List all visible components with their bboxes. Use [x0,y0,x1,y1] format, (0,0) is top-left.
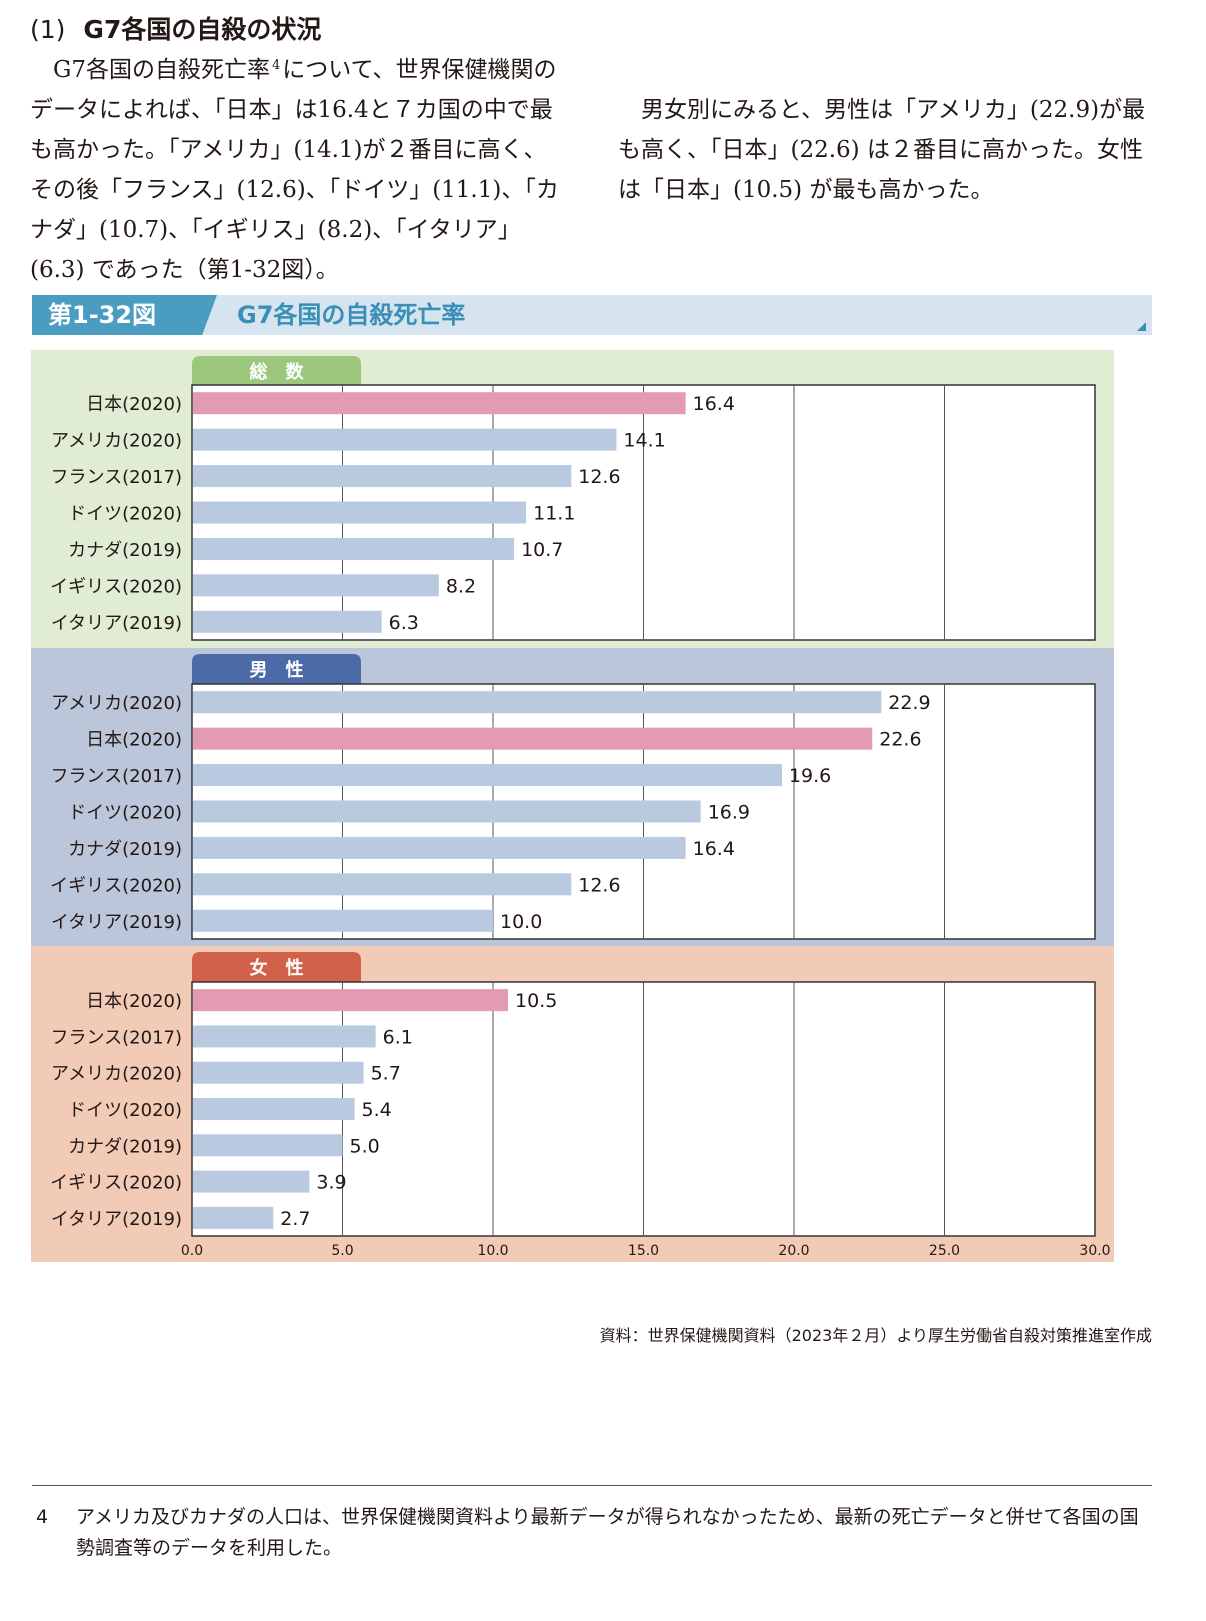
data-label: 12.6 [578,874,620,896]
x-tick-label: 10.0 [477,1243,508,1259]
data-label: 11.1 [533,503,575,525]
category-label: ドイツ(2020) [68,1100,182,1121]
category-label: ドイツ(2020) [68,504,182,525]
panel-tab [192,952,361,982]
bar [193,764,782,787]
panel-tab [192,654,361,684]
category-label: 日本(2020) [86,730,182,751]
category-label: イギリス(2020) [50,875,182,896]
section-title: G7各国の自殺の状況 [83,15,322,44]
footnote-number: 4 [36,1506,49,1528]
category-label: イギリス(2020) [50,1173,182,1194]
panel-tab-label: 男 性 [250,659,304,681]
bar [193,989,509,1012]
figure-title: G7各国の自殺死亡率 [237,301,466,329]
category-label: アメリカ(2020) [51,693,182,714]
data-label: 16.4 [693,838,735,860]
x-tick-label: 15.0 [628,1243,659,1259]
bar [193,574,439,597]
category-label: アメリカ(2020) [51,1064,182,1085]
category-label: イタリア(2019) [51,1209,182,1230]
data-label: 2.7 [280,1208,310,1230]
corner-triangle-icon [1137,322,1146,331]
text-column-right: 男女別にみると、男性は「アメリカ」(22.9)が最も高く、「日本」(22.6) … [618,10,1158,210]
bar [193,537,515,560]
footnote-text: アメリカ及びカナダの人口は、世界保健機関資料より最新データが得られなかったため、… [76,1506,1139,1559]
paragraph-1: G7各国の自殺死亡率 4について、世界保健機関のデータによれば、「日本」は16.4… [30,50,565,290]
data-label: 22.9 [888,692,930,714]
text-column-left: (1) G7各国の自殺の状況 G7各国の自殺死亡率 4について、世界保健機関のデータ… [30,10,565,290]
section-number: (1) [30,15,66,44]
bar [193,1170,310,1193]
data-label: 10.5 [515,990,557,1012]
data-label: 5.4 [362,1099,392,1121]
panel-tab [192,356,361,386]
category-label: アメリカ(2020) [51,431,182,452]
bar [193,909,493,932]
bar [193,691,882,714]
footnote-ref[interactable]: 4 [272,58,281,73]
data-label: 3.9 [316,1172,346,1194]
footnote-divider [32,1485,1152,1486]
data-label: 8.2 [446,575,476,597]
data-label: 16.9 [708,802,750,824]
category-label: イタリア(2019) [51,613,182,634]
data-label: 5.7 [371,1063,401,1085]
bar [193,873,572,896]
category-label: カナダ(2019) [68,1136,182,1157]
paragraph-1-rest: について、世界保健機関のデータによれば、「日本」は16.4と７カ国の中で最も高か… [30,57,559,283]
x-tick-label: 0.0 [181,1243,203,1259]
data-label: 19.6 [789,765,831,787]
x-tick-label: 5.0 [331,1243,353,1259]
paragraph-2: 男女別にみると、男性は「アメリカ」(22.9)が最も高く、「日本」(22.6) … [618,97,1146,203]
bar [193,800,701,823]
figure-number: 第1-32図 [48,301,157,329]
bar [193,1206,274,1229]
figure-title-bar: 第1-32図 G7各国の自殺死亡率 [32,295,1152,335]
category-label: フランス(2017) [51,1027,183,1048]
bar [193,1061,364,1084]
bar [193,392,686,415]
panel-tab-label: 総 数 [250,361,305,383]
figure-number-box [32,295,217,335]
bar [193,428,617,451]
category-label: カナダ(2019) [68,540,182,561]
category-label: ドイツ(2020) [68,803,182,824]
data-label: 16.4 [693,393,735,415]
x-tick-label: 20.0 [778,1243,809,1259]
data-label: 22.6 [879,729,921,751]
bar [193,1098,355,1120]
footnote: 4 アメリカ及びカナダの人口は、世界保健機関資料より最新データが得られなかったた… [36,1502,1156,1564]
data-label: 6.1 [383,1026,413,1048]
category-label: フランス(2017) [51,467,183,488]
x-tick-label: 25.0 [929,1243,960,1259]
bar [193,1134,343,1157]
data-label: 6.3 [389,612,419,634]
data-label: 10.0 [500,911,542,933]
data-label: 5.0 [350,1135,380,1157]
category-label: 日本(2020) [86,991,182,1012]
category-label: フランス(2017) [51,766,183,787]
bar [193,501,527,524]
bar [193,727,873,750]
category-label: イタリア(2019) [51,912,182,933]
data-label: 10.7 [521,539,563,561]
category-label: カナダ(2019) [68,839,182,860]
bar [193,836,686,859]
bar-chart: 総 数 16.4 日本(2020) 14.1 アメリカ(2020) 12.6 フランス(20… [31,350,1114,1262]
bar [193,610,382,633]
paragraph-1-start: G7各国の自殺死亡率 [53,57,271,83]
panel-tab-label: 女 性 [250,957,304,979]
x-tick-label: 30.0 [1079,1243,1110,1259]
bar [193,465,572,488]
category-label: イギリス(2020) [50,576,182,597]
data-label: 14.1 [623,430,665,452]
category-label: 日本(2020) [86,394,182,415]
source-note: 資料：世界保健機関資料（2023年２月）より厚生労働省自殺対策推進室作成 [599,1326,1152,1345]
section-heading: (1) G7各国の自殺の状況 [30,10,565,50]
bar [193,1025,376,1048]
data-label: 12.6 [578,466,620,488]
